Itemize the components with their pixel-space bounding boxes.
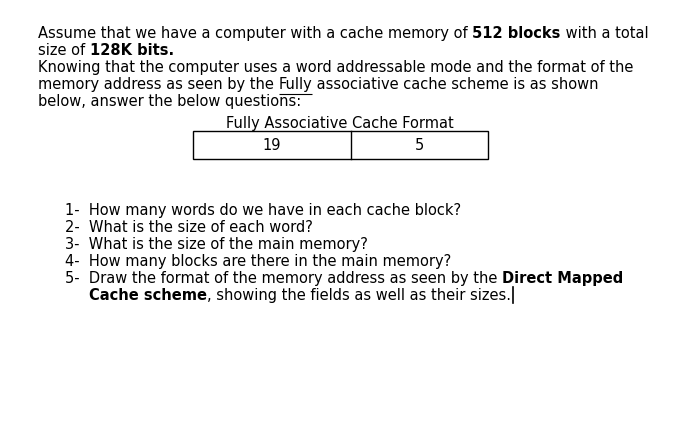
Text: , showing the fields as well as their sizes.: , showing the fields as well as their si…	[207, 288, 511, 303]
Text: size of: size of	[38, 43, 90, 58]
Text: 2-  What is the size of each word?: 2- What is the size of each word?	[65, 220, 313, 235]
Text: Fully Associative Cache Format: Fully Associative Cache Format	[226, 116, 454, 131]
Text: memory address as seen by the: memory address as seen by the	[38, 77, 279, 92]
Text: 5-: 5-	[0, 420, 1, 421]
Text: 1-  How many words do we have in each cache block?: 1- How many words do we have in each cac…	[65, 203, 461, 218]
Text: Fully: Fully	[279, 77, 312, 92]
Text: Assume that we have a computer with a cache memory of: Assume that we have a computer with a ca…	[38, 26, 472, 41]
Text: Cache scheme: Cache scheme	[89, 288, 207, 303]
Text: 5: 5	[415, 138, 424, 153]
Text: 512 blocks: 512 blocks	[472, 26, 560, 41]
Text: with a total: with a total	[560, 26, 648, 41]
Text: 4-  How many blocks are there in the main memory?: 4- How many blocks are there in the main…	[65, 254, 452, 269]
Text: Knowing that the computer uses a word addressable mode and the format of the: Knowing that the computer uses a word ad…	[38, 60, 633, 75]
Text: below, answer the below questions:: below, answer the below questions:	[38, 94, 301, 109]
Text: 128K bits.: 128K bits.	[90, 43, 174, 58]
Text: associative cache scheme is as shown: associative cache scheme is as shown	[312, 77, 599, 92]
Text: 19: 19	[262, 138, 281, 153]
Text: 5-  Draw the format of the memory address as seen by the: 5- Draw the format of the memory address…	[65, 271, 502, 286]
Bar	[193, 131, 488, 160]
Text: Direct Mapped: Direct Mapped	[502, 271, 624, 286]
Text: 3-  What is the size of the main memory?: 3- What is the size of the main memory?	[65, 237, 368, 252]
